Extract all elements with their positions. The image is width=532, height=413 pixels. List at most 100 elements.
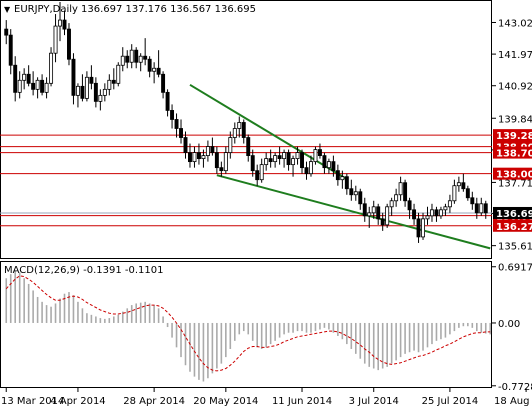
candle-body [125, 55, 130, 63]
candle-body [385, 206, 390, 226]
candle [125, 50, 130, 69]
candle [362, 197, 367, 222]
candle [389, 197, 394, 216]
candle [165, 89, 170, 117]
candle [447, 194, 452, 213]
candle [349, 179, 354, 201]
candle [340, 170, 345, 189]
candle [214, 146, 219, 174]
candle-body [483, 203, 488, 214]
collapse-arrow-icon[interactable]: ▼ [4, 5, 11, 14]
candle-body [147, 58, 152, 72]
candle [358, 188, 363, 210]
level-label: 138.700 [496, 149, 532, 160]
candle-body [232, 128, 237, 138]
candle-body [196, 152, 201, 160]
candlestick-series [4, 2, 488, 243]
candle-body [300, 152, 304, 169]
candle [138, 53, 143, 72]
candle [89, 65, 94, 90]
level-label: 138.000 [496, 170, 532, 181]
candle-body [219, 167, 224, 172]
candle-body [93, 82, 98, 102]
candle-body [183, 137, 188, 153]
candle-body [179, 128, 183, 138]
candle-body [389, 200, 394, 208]
candle-body [479, 203, 484, 214]
candle [326, 158, 331, 174]
candle [264, 152, 269, 171]
level-label-box [493, 219, 532, 232]
candle-body [344, 176, 349, 190]
candle [219, 161, 224, 177]
candle [102, 83, 107, 102]
channel-line-upper [189, 83, 348, 180]
candle [49, 47, 54, 87]
candle [479, 197, 484, 216]
candle-body [371, 206, 376, 214]
candle-body [31, 82, 36, 90]
candle [456, 176, 461, 192]
candle [4, 20, 9, 45]
candle [425, 206, 430, 225]
candle-body [102, 88, 107, 96]
time-tick-label: 3 Jul 2014 [349, 396, 399, 407]
candle-body [44, 82, 49, 93]
candle-body [98, 94, 103, 102]
candle-body [304, 167, 309, 175]
candle-body [205, 146, 210, 157]
candle-body [228, 137, 233, 153]
candle-body [107, 79, 112, 90]
candle-body [188, 152, 192, 163]
candle-body [362, 203, 367, 217]
candle-body [335, 170, 340, 181]
candle-body [425, 215, 430, 220]
candle [237, 116, 242, 138]
candle-body [456, 182, 461, 187]
candle [291, 155, 296, 177]
candle-body [416, 218, 421, 238]
candle-body [13, 64, 18, 93]
candle [241, 119, 246, 144]
candle [134, 47, 139, 69]
level-label-box [493, 129, 532, 142]
candle-body [317, 149, 322, 157]
current-price-box [493, 206, 532, 219]
candle-body [282, 152, 287, 160]
candle-body [246, 137, 251, 157]
candle-body [291, 158, 296, 166]
candle [93, 77, 98, 108]
candle [35, 77, 40, 99]
macd-histogram [5, 270, 492, 382]
macd-tick-label: 0.6917 [498, 263, 532, 274]
candle-body [313, 149, 318, 163]
candle [421, 212, 425, 240]
candle [188, 143, 192, 168]
candle [322, 152, 327, 174]
time-tick-label: 20 May 2014 [193, 396, 258, 407]
candle [470, 191, 475, 210]
time-tick-label: 18 Aug 2014 [494, 396, 532, 407]
candle-body [358, 191, 363, 205]
macd-signal-polyline [5, 275, 491, 372]
candle-body [138, 55, 143, 63]
time-tick-label: 13 Mar 2014 [1, 396, 64, 407]
candle [192, 146, 197, 168]
candle [120, 47, 125, 72]
candle [223, 146, 228, 174]
candle [412, 203, 417, 225]
candle [179, 119, 183, 144]
candle [17, 71, 22, 99]
macd-tick-label: -0.7728 [498, 382, 532, 393]
time-tick-label: 11 Jun 2014 [272, 396, 332, 407]
candle [353, 185, 358, 201]
candle-body [84, 76, 89, 99]
candle [344, 173, 349, 195]
candle-body [165, 91, 170, 111]
candle-body [264, 158, 269, 166]
candle [465, 185, 470, 201]
candle [434, 206, 439, 222]
candle-body [295, 152, 300, 160]
candle [228, 131, 233, 159]
